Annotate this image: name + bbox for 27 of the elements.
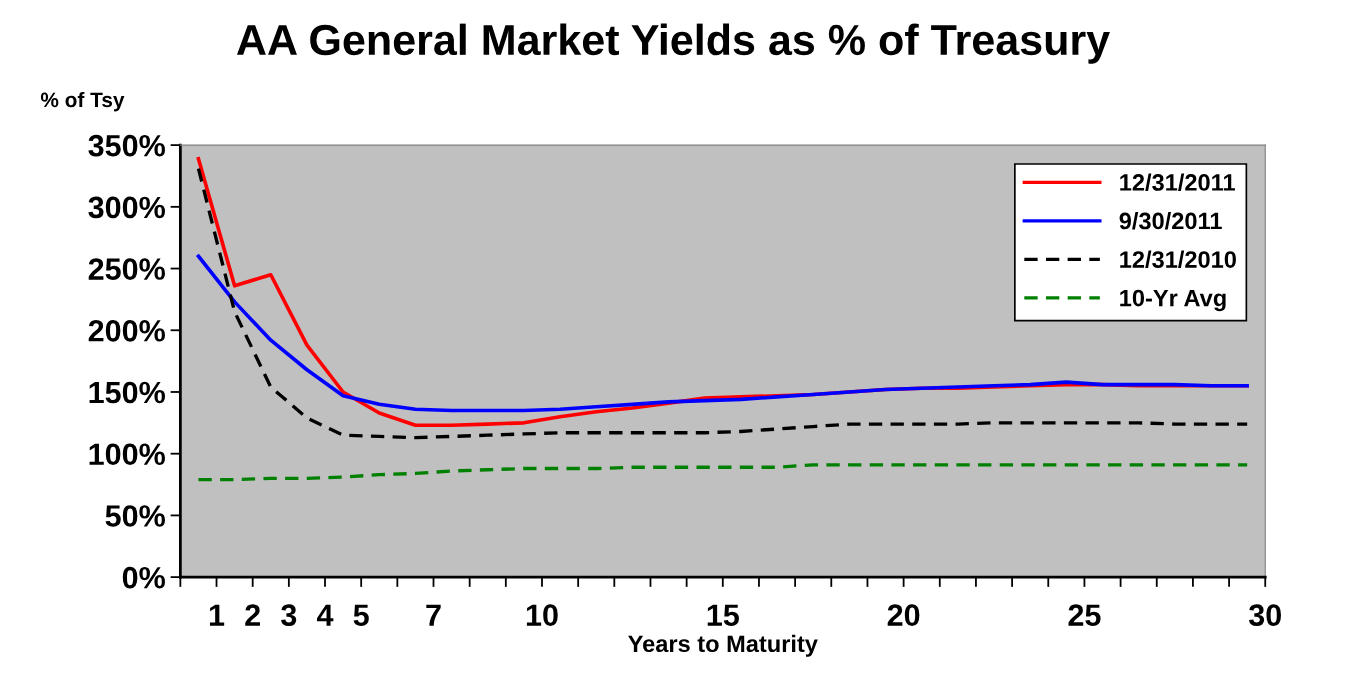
x-tick-label: 7 bbox=[426, 604, 441, 626]
y-tick-label: 300% bbox=[88, 196, 165, 219]
legend-label: 10-Yr Avg bbox=[1120, 289, 1226, 312]
y-tick-label: 50% bbox=[105, 505, 165, 527]
x-tick-label: 25 bbox=[1068, 604, 1101, 626]
legend-label: 9/30/2011 bbox=[1119, 212, 1222, 230]
x-tick-label: 20 bbox=[887, 604, 920, 626]
x-tick-label: 1 bbox=[209, 604, 225, 626]
x-tick-label: 2 bbox=[245, 604, 260, 626]
x-axis-title: Years to Maturity bbox=[628, 634, 818, 657]
chart-title: AA General Market Yields as % of Treasury bbox=[236, 23, 1110, 64]
legend-label: 12/31/2011 bbox=[1120, 173, 1235, 192]
x-tick-label: 4 bbox=[316, 604, 334, 626]
y-tick-label: 250% bbox=[88, 258, 165, 280]
y-tick-label: 350% bbox=[88, 134, 165, 157]
y-tick-label: 200% bbox=[88, 320, 165, 342]
y-tick-label: 0% bbox=[122, 566, 165, 589]
x-tick-label: 15 bbox=[707, 604, 739, 626]
legend-label: 12/31/2010 bbox=[1120, 250, 1236, 269]
y-tick-label: 150% bbox=[89, 381, 165, 404]
y-tick-label: 100% bbox=[89, 443, 165, 466]
x-tick-label: 5 bbox=[353, 604, 369, 626]
y-axis-title: % of Tsy bbox=[40, 91, 125, 112]
x-tick-label: 10 bbox=[526, 604, 558, 626]
x-tick-label: 30 bbox=[1248, 604, 1281, 626]
line-series bbox=[196, 463, 1249, 482]
x-tick-label: 3 bbox=[281, 604, 297, 626]
